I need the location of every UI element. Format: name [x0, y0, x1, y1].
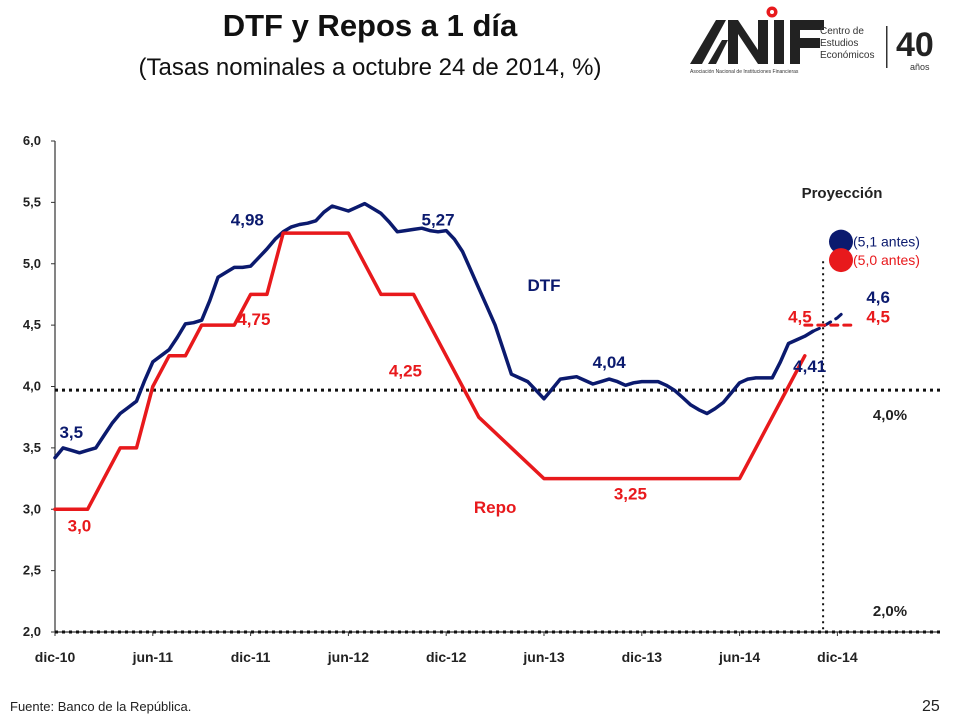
x-tick-label: jun-14 — [718, 649, 760, 665]
repo-previous-projection-marker — [829, 248, 853, 273]
anniversary-word: años — [910, 62, 930, 72]
logo-center-line-1: Centro de — [820, 26, 864, 37]
x-tick-label: dic-10 — [35, 649, 76, 665]
dtf-previous-projection-marker — [829, 229, 853, 254]
y-tick-label: 6,0 — [23, 133, 41, 148]
dtf_proj-series-line — [811, 308, 848, 333]
y-tick-label: 4,5 — [23, 317, 41, 332]
y-tick-label: 4,0 — [23, 379, 41, 394]
logo-center-line-2: Estudios — [820, 38, 858, 49]
repo-series-line — [53, 231, 807, 512]
repo-data-label: 4,5 — [866, 308, 890, 327]
y-tick-label: 2,0 — [23, 624, 41, 639]
source-note: Fuente: Banco de la República. — [10, 699, 192, 714]
x-tick-label: jun-12 — [327, 649, 369, 665]
anif-flame-icon — [766, 6, 778, 18]
projection-label: Proyección — [802, 185, 883, 202]
dtf-series-line — [53, 201, 815, 460]
x-tick-label: dic-12 — [426, 649, 467, 665]
reference-line-label: 4,0% — [873, 407, 907, 424]
repo-data-label: 4,25 — [389, 362, 422, 381]
x-tick-label: jun-13 — [522, 649, 564, 665]
repo-previous-projection-label: (5,0 antes) — [853, 252, 920, 268]
page-number: 25 — [922, 698, 940, 715]
repo-data-label: 3,0 — [68, 516, 92, 535]
y-tick-label: 3,0 — [23, 501, 41, 516]
dtf-data-label: 3,5 — [59, 423, 83, 442]
y-tick-label: 5,0 — [23, 256, 41, 271]
repo-data-label: 4,75 — [237, 310, 270, 329]
reference-line-label: 2,0% — [873, 603, 907, 620]
logo-center-line-3: Económicos — [820, 50, 874, 61]
anif-tagline: Asociación Nacional de Instituciones Fin… — [690, 69, 799, 75]
dtf-series-name-label: DTF — [527, 276, 560, 295]
y-tick-label: 5,5 — [23, 194, 41, 209]
dtf-data-label: 4,98 — [231, 211, 264, 230]
x-tick-label: dic-11 — [231, 649, 271, 665]
y-tick-label: 2,5 — [23, 563, 41, 578]
x-tick-label: jun-11 — [132, 649, 174, 665]
repo-data-label: 4,5 — [788, 308, 812, 327]
x-tick-label: dic-14 — [817, 649, 858, 665]
dtf-data-label: 5,27 — [422, 211, 455, 230]
x-tick-label: dic-13 — [622, 649, 663, 665]
anif-logo: Asociación Nacional de Instituciones Fin… — [690, 6, 934, 75]
dtf-data-label: 4,41 — [793, 357, 826, 376]
chart-title: DTF y Repos a 1 día — [222, 8, 518, 43]
dtf-data-label: 4,6 — [866, 288, 890, 307]
repo-series-name-label: Repo — [474, 498, 517, 517]
logo-divider — [886, 26, 888, 68]
chart-subtitle: (Tasas nominales a octubre 24 de 2014, %… — [138, 54, 602, 81]
anniversary-number: 40 — [896, 26, 934, 64]
repo-data-label: 3,25 — [614, 484, 647, 503]
anif-wordmark-icon — [690, 20, 824, 64]
dtf-previous-projection-label: (5,1 antes) — [853, 234, 920, 250]
y-tick-label: 3,5 — [23, 440, 41, 455]
dtf-data-label: 4,04 — [593, 353, 627, 372]
